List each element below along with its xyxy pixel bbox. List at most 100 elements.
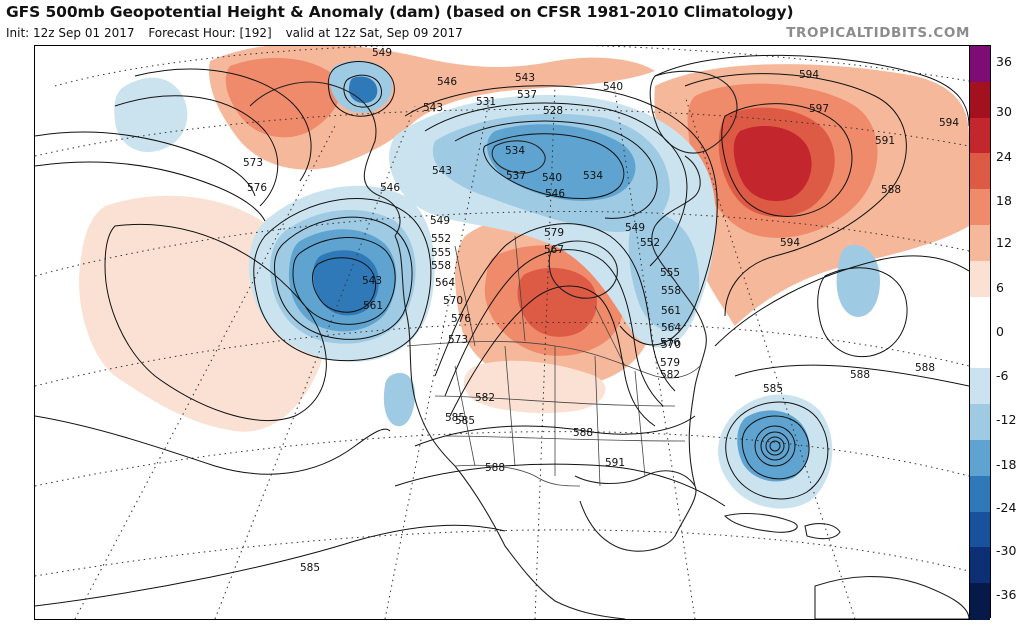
- height-contour-label: 555: [660, 267, 680, 279]
- height-contour-label: 585: [445, 412, 465, 424]
- border-us-mexico: [454, 464, 581, 487]
- height-contour-label: 576: [247, 182, 267, 194]
- anomaly-region-western-us: [463, 360, 606, 413]
- height-contour-label: 561: [661, 305, 681, 317]
- height-contour-label: 597: [809, 103, 829, 115]
- coastline-gulf-of-mexico: [574, 470, 697, 552]
- height-contour-label: 552: [640, 237, 660, 249]
- colorbar-segment: [970, 511, 990, 548]
- height-contour-nw-pacific: [114, 95, 279, 207]
- height-contour-label: 585: [763, 383, 783, 395]
- height-contour-label: 588: [485, 462, 505, 474]
- colorbar-label: -6: [996, 368, 1009, 383]
- border-canada-provinces: [454, 235, 626, 367]
- height-contour-588-sargasso: [817, 267, 908, 358]
- height-contour-label: 558: [431, 260, 451, 272]
- height-contour-label: 582: [475, 392, 495, 404]
- height-contour-nw-pacific-2: [134, 68, 312, 182]
- height-contour-hurricane-2: [741, 415, 810, 480]
- height-contour-label: 546: [380, 182, 400, 194]
- height-contour-label: 540: [542, 172, 562, 184]
- colorbar-label: -12: [996, 412, 1017, 427]
- height-contour-537-bering: [343, 74, 382, 108]
- height-contour-564-ridge: [434, 223, 676, 392]
- colorbar-segment: [970, 439, 990, 477]
- coastline-hudson-bay: [548, 240, 618, 299]
- height-contour-label: 591: [875, 135, 895, 147]
- height-contour-576-ridge: [449, 285, 656, 427]
- anomaly-region-central-canada-peak: [517, 267, 598, 337]
- coastline-labrador: [651, 155, 701, 282]
- colorbar-segment: [970, 46, 990, 83]
- height-contour-label: 531: [476, 96, 496, 108]
- init-time: Init: 12z Sep 01 2017: [6, 26, 135, 40]
- height-contour-label: 567: [544, 244, 564, 256]
- coastline-cuba: [723, 512, 798, 533]
- coastline-hispaniola: [804, 523, 841, 540]
- longitude-line-2: [214, 105, 416, 619]
- height-contour-label: 570: [443, 295, 463, 307]
- colorbar-segment: [970, 260, 990, 298]
- height-contour-label: 534: [583, 170, 603, 182]
- height-contour-594-atlantic: [684, 73, 907, 317]
- geopotential-height-contours: [35, 54, 969, 607]
- height-contour-label: 573: [448, 334, 468, 346]
- coastline-south-america: [814, 575, 969, 619]
- height-contour-label: 540: [603, 81, 623, 93]
- colorbar-label: 0: [996, 324, 1004, 339]
- border-state-6: [434, 395, 676, 407]
- height-contour-588-atlantic: [714, 255, 969, 347]
- colorbar-label: 6: [996, 280, 1004, 295]
- chart-title: GFS 500mb Geopotential Height & Anomaly …: [6, 3, 794, 21]
- height-contour-label: 543: [432, 165, 452, 177]
- colorbar-label: 36: [996, 54, 1012, 69]
- height-contour-label: 588: [915, 362, 935, 374]
- height-contour-label: 561: [363, 300, 383, 312]
- height-contour-hurricane-4: [760, 431, 790, 461]
- coastline-arctic-islands: [491, 140, 546, 174]
- height-contour-585-south: [35, 524, 506, 607]
- height-contour-hurricane-5: [765, 436, 785, 456]
- height-contour-label: 579: [660, 357, 680, 369]
- valid-time: valid at 12z Sat, Sep 09 2017: [285, 26, 463, 40]
- negative-anomaly-shading: [114, 60, 880, 509]
- lat-lon-grid: [35, 46, 969, 619]
- map-panel: 549 546 543 543 537 540 531 528 534 537 540 546 534 5…: [34, 45, 970, 620]
- height-contour-549-low: [292, 237, 396, 325]
- height-contour-label: 534: [505, 145, 525, 157]
- height-contour-label: 594: [780, 237, 800, 249]
- height-contour-591-pacific: [104, 224, 327, 421]
- anomaly-region-alaska-core: [225, 57, 341, 138]
- colorbar-segment: [970, 404, 990, 441]
- colorbar-label: 24: [996, 149, 1012, 164]
- height-contour-label: 549: [430, 215, 450, 227]
- height-contour-label: 585: [300, 562, 320, 574]
- height-contour-hurricane-6: [769, 440, 781, 452]
- height-contour-540-arctic: [424, 102, 688, 267]
- height-contour-label: 564: [661, 322, 681, 334]
- colorbar-label: -24: [996, 500, 1017, 515]
- colorbar-label: -36: [996, 587, 1017, 602]
- height-contour-label: 558: [661, 285, 681, 297]
- anomaly-region-north-pacific-west: [114, 77, 188, 153]
- colorbar-segment: [970, 368, 990, 405]
- height-contour-label: 546: [437, 76, 457, 88]
- height-contour-label: 576: [451, 313, 471, 325]
- colorbar-segment: [970, 547, 990, 584]
- colorbar-segment: [970, 189, 990, 226]
- brand-watermark[interactable]: TROPICALTIDBITS.COM: [786, 25, 970, 41]
- height-contour-588-east: [734, 364, 969, 387]
- coastline-baja-mexico: [454, 465, 626, 619]
- height-contour-label: 573: [243, 157, 263, 169]
- height-contour-label: 579: [544, 227, 564, 239]
- colorbar-segment: [970, 117, 990, 154]
- latitude-line-70: [54, 46, 969, 87]
- coastline-alaska: [249, 81, 401, 237]
- height-contour-label: 546: [545, 188, 565, 200]
- colorbar-label: -30: [996, 543, 1017, 558]
- height-contour-588-conus: [394, 463, 726, 507]
- height-contour-label: 594: [799, 69, 819, 81]
- colorbar-segment: [970, 296, 990, 333]
- height-contour-label: 588: [850, 369, 870, 381]
- border-state-4: [594, 355, 601, 487]
